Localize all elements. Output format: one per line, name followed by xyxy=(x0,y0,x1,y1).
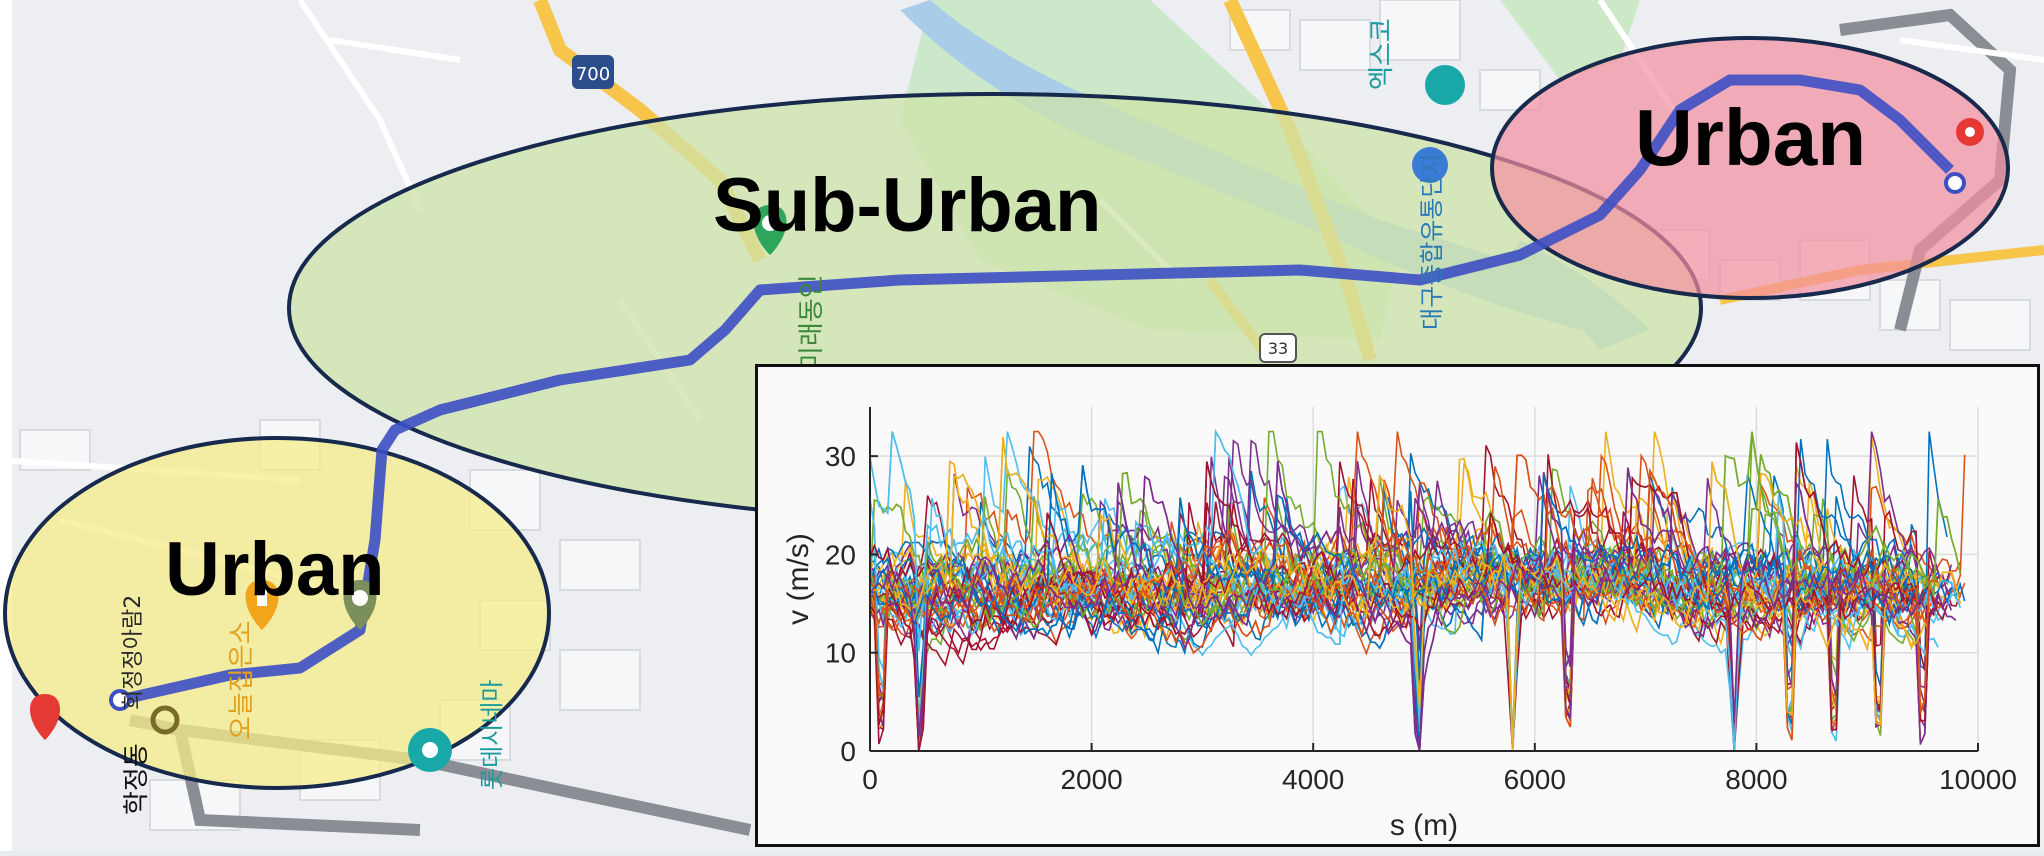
x-tick-label: 4000 xyxy=(1282,764,1344,795)
zone-label-suburban: Sub-Urban xyxy=(713,163,1102,248)
speed-series-line xyxy=(869,467,1939,741)
x-tick-label: 8000 xyxy=(1725,764,1787,795)
zone-label-urban-northeast: Urban xyxy=(1635,93,1867,182)
road-shield-icon: 33 xyxy=(1259,333,1297,363)
place-label: 학정동 xyxy=(122,743,152,815)
speed-series-line xyxy=(869,438,1966,746)
road-shield-icon: 700 xyxy=(572,55,614,89)
speed-series-line xyxy=(869,460,1926,752)
location-marker-icon xyxy=(408,728,452,772)
location-marker-icon xyxy=(1412,147,1448,183)
zone-label-urban-southwest: Urban xyxy=(165,527,385,612)
series-group xyxy=(869,428,1966,752)
route-line xyxy=(118,74,1954,706)
speed-profile-chart: 0 2000 4000 6000 8000 10000 0 10 20 30 s (m) v (m/s… xyxy=(755,364,2040,847)
y-tick-label: 20 xyxy=(825,539,856,570)
x-tick-label: 10000 xyxy=(1939,764,2017,795)
hospital-pin-icon xyxy=(30,694,60,740)
svg-text:33: 33 xyxy=(1268,339,1288,358)
chart-canvas: 0 2000 4000 6000 8000 10000 0 10 20 30 s (m) v (m/s… xyxy=(782,407,2017,842)
speed-series-line xyxy=(869,461,1935,752)
location-marker-icon xyxy=(150,705,180,735)
speed-series-line xyxy=(869,454,1926,691)
park-marker-icon xyxy=(753,205,787,255)
y-tick-label: 0 xyxy=(840,736,856,767)
urban-zone-southwest xyxy=(3,436,551,790)
place-label: 롯데시네마 xyxy=(478,680,506,790)
x-tick-label: 6000 xyxy=(1504,764,1566,795)
place-label: 엑스코 xyxy=(1367,18,1397,90)
destination-pin-icon xyxy=(1956,118,1984,146)
place-label: 대구종합유통단지 xyxy=(1418,153,1446,330)
y-tick-label: 30 xyxy=(825,441,856,472)
y-tick-label: 10 xyxy=(825,638,856,669)
place-label: 오늘집은소 xyxy=(227,620,257,740)
speed-series-line xyxy=(869,428,1962,752)
y-axis-label: v (m/s) xyxy=(782,533,815,625)
location-marker-icon xyxy=(1425,65,1465,105)
x-tick-label: 2000 xyxy=(1060,764,1122,795)
route-start-dot xyxy=(109,689,131,711)
svg-text:700: 700 xyxy=(576,64,610,85)
restaurant-marker-icon xyxy=(245,580,279,630)
place-label: 희정정아람2 xyxy=(121,595,146,710)
x-axis-label: s (m) xyxy=(1390,809,1458,842)
place-label: 미래동인 xyxy=(797,274,827,370)
route-end-dot xyxy=(1944,172,1966,194)
x-tick-label: 0 xyxy=(862,764,878,795)
location-marker-icon xyxy=(343,580,377,630)
